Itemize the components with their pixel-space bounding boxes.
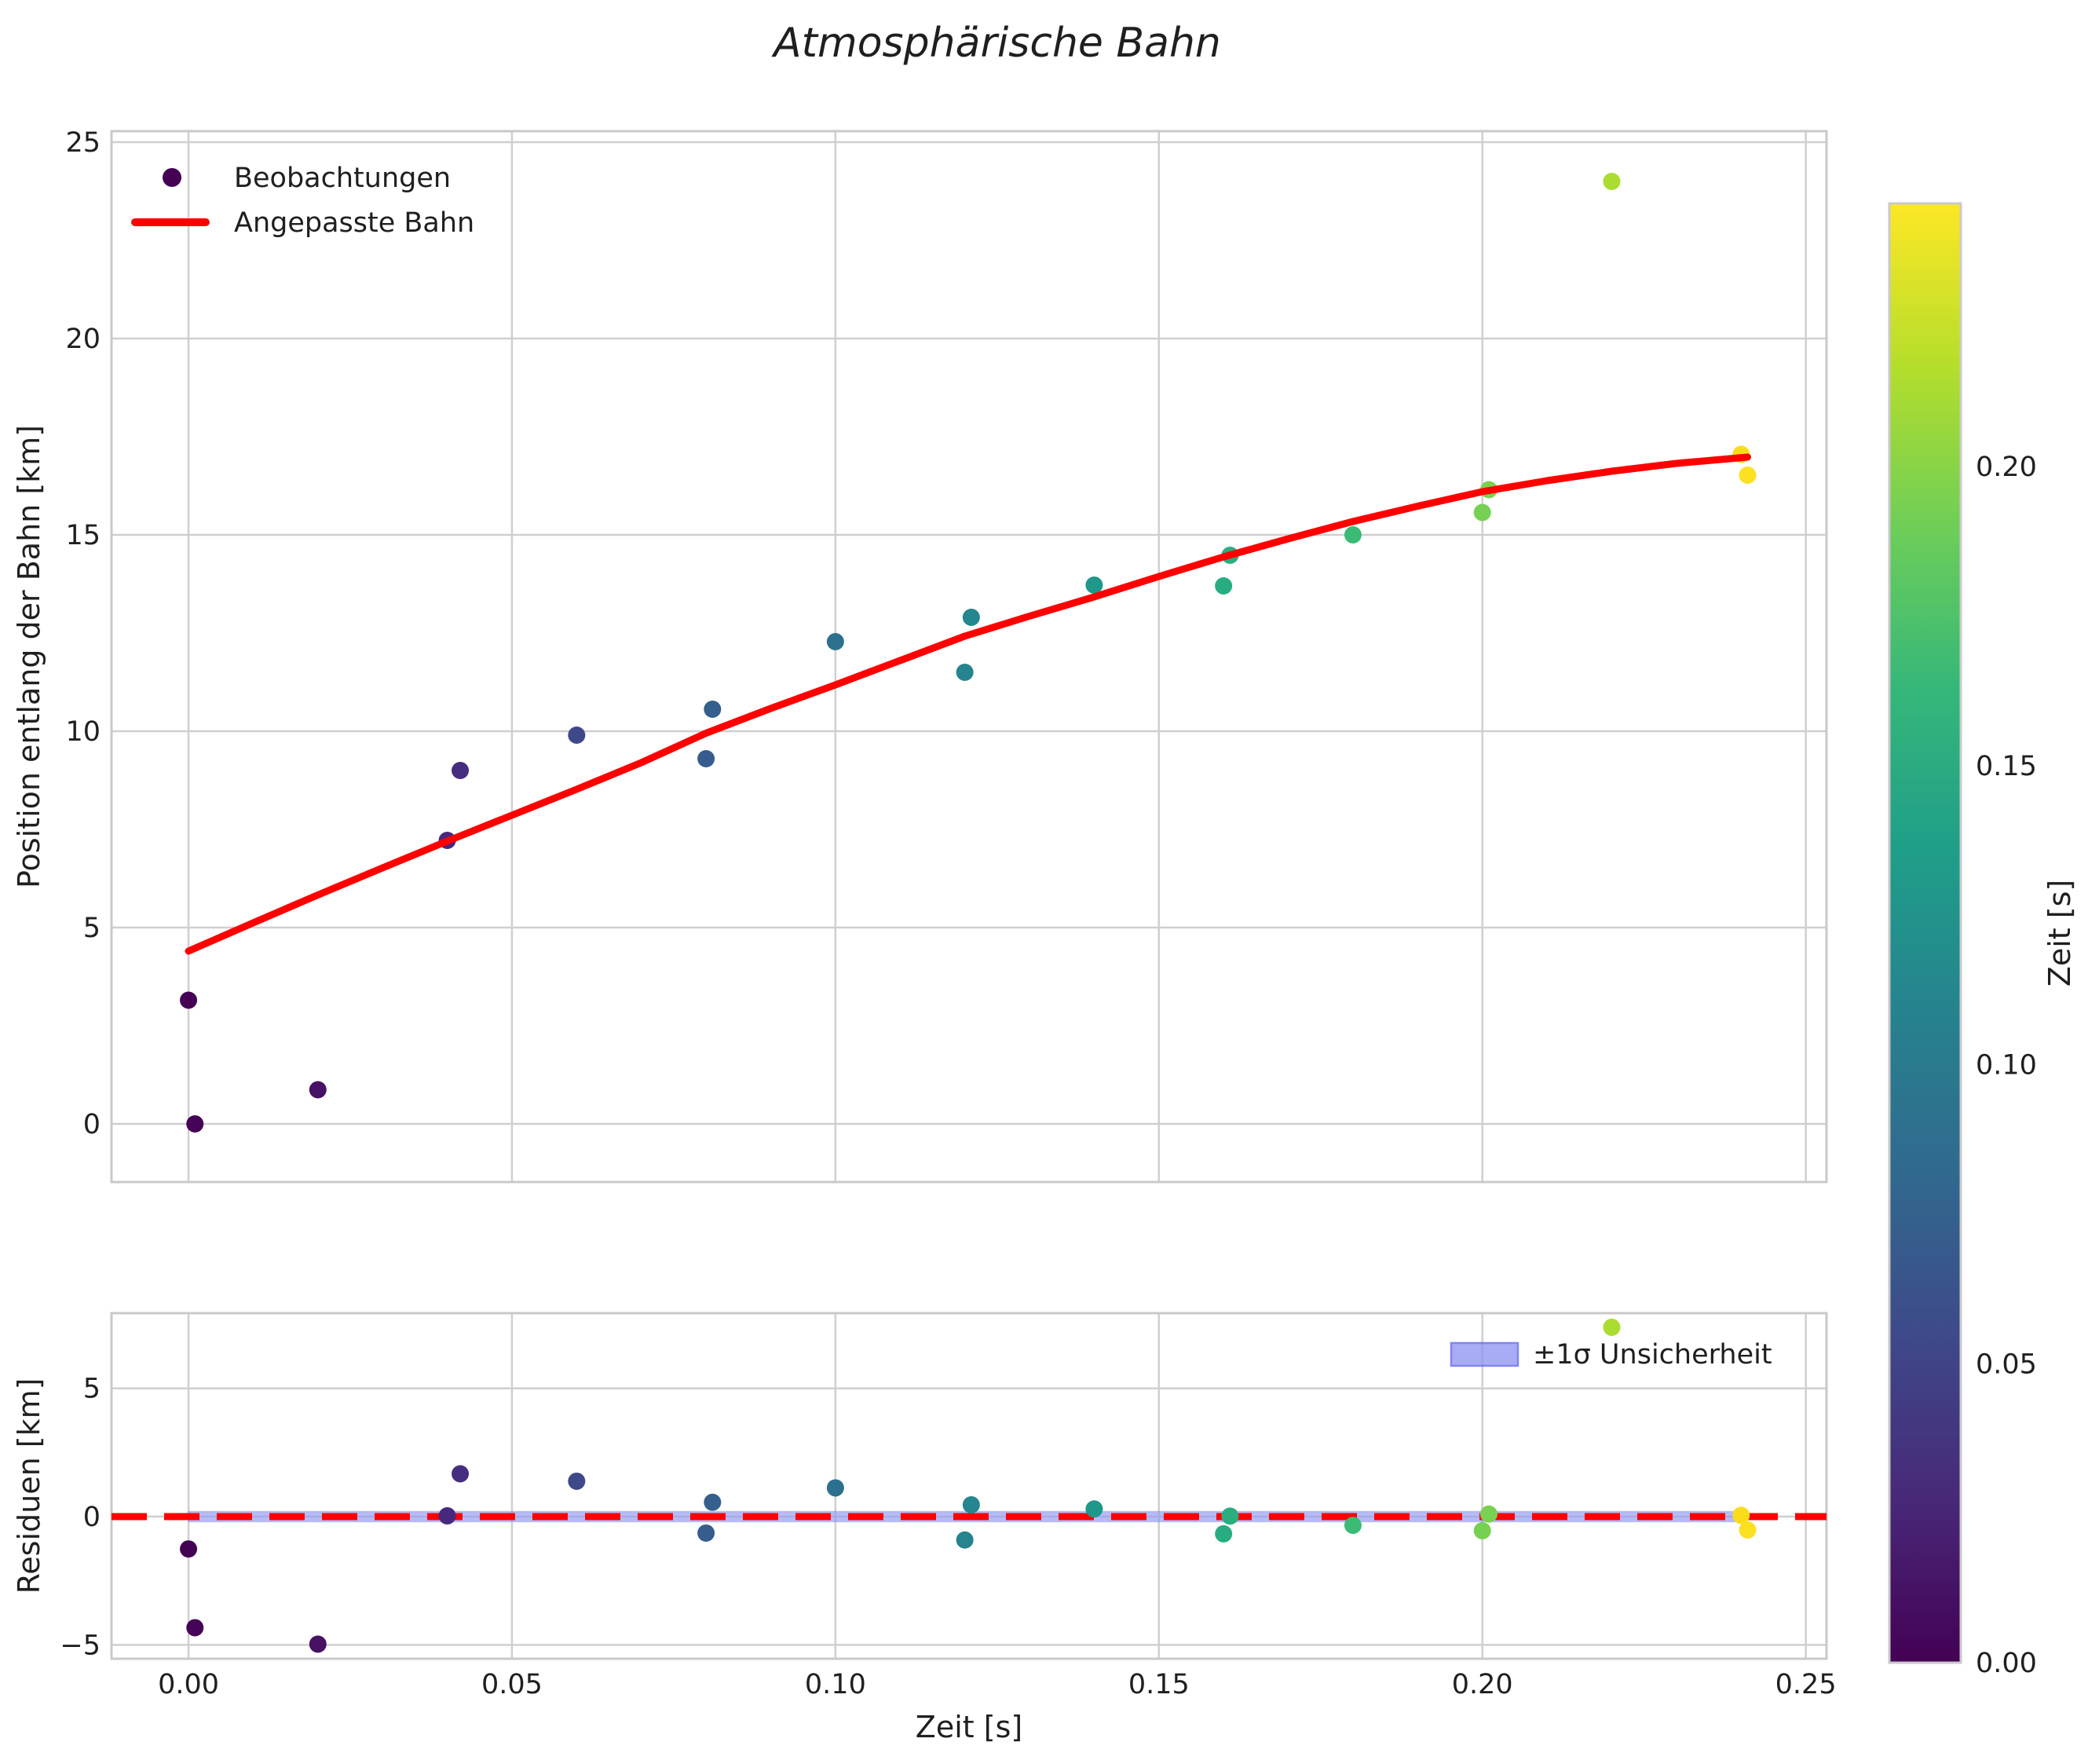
residual-point xyxy=(1603,1318,1621,1336)
colorbar-label: Zeit [s] xyxy=(2042,880,2077,986)
colorbar-tick-label: 0.20 xyxy=(1976,452,2037,483)
residual-points xyxy=(180,1318,1757,1653)
chart-title: Atmosphärische Bahn xyxy=(771,20,1221,67)
axes-spine xyxy=(110,130,1828,1184)
data-point xyxy=(1344,526,1362,543)
data-point xyxy=(186,1115,204,1133)
main-ytick-label: 15 xyxy=(65,520,101,551)
residual-point xyxy=(1479,1505,1497,1523)
legend-observations-marker xyxy=(163,168,181,187)
legend-fit-label: Angepasste Bahn xyxy=(234,207,474,239)
data-point xyxy=(1739,467,1757,484)
colorbar xyxy=(1888,202,1962,1664)
fitted-trajectory-curve xyxy=(185,453,1751,955)
data-point xyxy=(697,750,715,767)
data-point xyxy=(309,1081,327,1099)
main-ytick-label: 25 xyxy=(65,127,101,159)
data-point xyxy=(452,762,470,779)
data-point xyxy=(826,633,844,650)
main-ytick-label: 0 xyxy=(83,1109,101,1140)
legend-uncertainty-label: ±1σ Unsicherheit xyxy=(1533,1339,1772,1371)
residual-point xyxy=(438,1507,456,1525)
data-point xyxy=(1085,576,1103,594)
xtick-label: 0.20 xyxy=(1452,1669,1513,1700)
legend-observations-label: Beobachtungen xyxy=(234,163,451,194)
residual-ytick-label: 5 xyxy=(83,1374,101,1405)
data-point xyxy=(962,609,980,626)
main-ytick-label: 10 xyxy=(65,716,101,748)
residual-point xyxy=(1739,1521,1757,1539)
residual-point xyxy=(1732,1506,1750,1524)
residual-point xyxy=(826,1479,844,1497)
residual-point xyxy=(452,1465,470,1483)
residual-point xyxy=(1344,1517,1362,1535)
data-point xyxy=(956,664,974,681)
axes-spine xyxy=(110,1312,1828,1660)
residual-point xyxy=(956,1531,974,1549)
residual-ytick-label: 0 xyxy=(83,1502,101,1533)
colorbar-tick-label: 0.15 xyxy=(1976,751,2037,782)
trajectory-panel xyxy=(110,130,1828,1184)
residual-point xyxy=(1085,1500,1103,1518)
main-y-axis-label: Position entlang der Bahn [km] xyxy=(12,425,46,888)
data-point xyxy=(568,726,586,744)
main-ytick-label: 5 xyxy=(83,913,101,944)
residual-point xyxy=(186,1619,204,1637)
residual-point xyxy=(962,1496,980,1514)
colorbar-tick-label: 0.00 xyxy=(1976,1648,2037,1679)
residual-point xyxy=(697,1524,715,1542)
xtick-label: 0.10 xyxy=(805,1669,866,1700)
xtick-label: 0.00 xyxy=(158,1669,219,1700)
xtick-label: 0.25 xyxy=(1775,1669,1837,1700)
residual-ytick-label: −5 xyxy=(60,1630,101,1661)
residual-point xyxy=(1215,1524,1233,1543)
data-point xyxy=(704,701,722,718)
data-point xyxy=(1215,577,1233,595)
colorbar-tick-label: 0.10 xyxy=(1976,1050,2037,1081)
main-ytick-label: 20 xyxy=(65,324,101,355)
x-axis-label: Zeit [s] xyxy=(916,1710,1022,1744)
data-point xyxy=(1603,173,1621,190)
residual-point xyxy=(704,1493,722,1511)
legend-uncertainty-patch xyxy=(1450,1341,1519,1367)
residual-point xyxy=(309,1635,327,1653)
residual-point xyxy=(180,1540,198,1558)
residual-y-axis-label: Residuen [km] xyxy=(12,1378,46,1594)
colorbar-tick-label: 0.05 xyxy=(1976,1349,2037,1380)
residual-point xyxy=(568,1472,586,1490)
trajectory-legend xyxy=(131,168,210,226)
xtick-label: 0.05 xyxy=(481,1669,543,1700)
xtick-label: 0.15 xyxy=(1128,1669,1190,1700)
data-point xyxy=(1473,503,1491,522)
data-point xyxy=(180,991,198,1009)
residual-point xyxy=(1221,1507,1239,1525)
residual-point xyxy=(1473,1522,1491,1540)
